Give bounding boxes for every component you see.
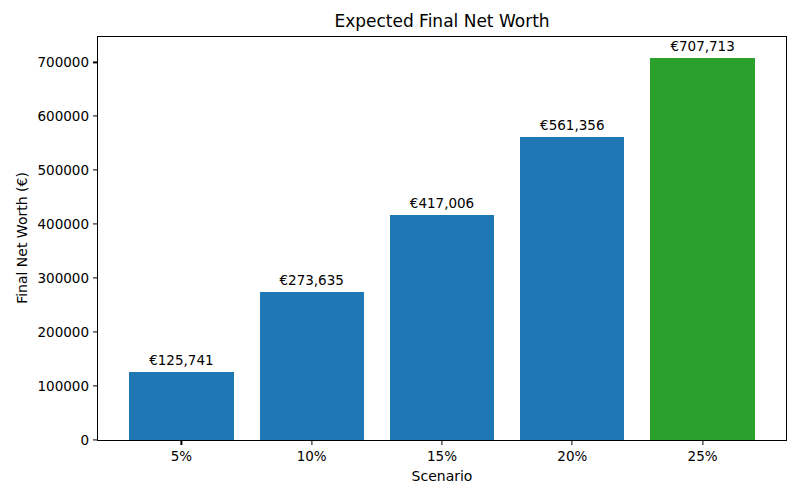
x-tick-mark [441,440,442,445]
x-tick-label: 20% [557,448,587,464]
y-tick-label: 700000 [37,54,89,70]
y-tick-mark [93,62,98,63]
y-tick-mark [93,439,98,440]
y-axis-label: Final Net Worth (€) [14,172,30,304]
bar-20pct [520,137,624,440]
y-tick-mark [93,385,98,386]
x-tick-mark [572,440,573,445]
x-axis-label: Scenario [97,468,787,484]
y-tick-label: 100000 [37,378,89,394]
y-tick-mark [93,116,98,117]
x-tick-label: 5% [171,448,192,464]
plot-area: 0100000200000300000400000500000600000700… [97,36,787,441]
y-tick-mark [93,170,98,171]
bar-value-label: €417,006 [410,196,474,211]
y-tick-label: 500000 [37,162,89,178]
bar-25pct [650,58,754,440]
y-tick-label: 400000 [37,216,89,232]
x-tick-label: 10% [297,448,327,464]
y-tick-mark [93,332,98,333]
bar-value-label: €125,741 [149,353,213,368]
y-tick-label: 200000 [37,324,89,340]
bar-value-label: €273,635 [279,273,343,288]
x-tick-label: 15% [427,448,457,464]
x-tick-label: 25% [688,448,718,464]
y-tick-label: 600000 [37,108,89,124]
y-tick-mark [93,278,98,279]
y-tick-label: 0 [80,432,89,448]
x-tick-mark [311,440,312,445]
chart-title: Expected Final Net Worth [97,11,787,31]
bar-value-label: €561,356 [540,118,604,133]
bar-value-label: €707,713 [670,39,734,54]
bar-chart-figure: Expected Final Net Worth Final Net Worth… [0,0,800,500]
x-tick-mark [181,440,182,445]
bar-5pct [129,372,233,440]
y-tick-label: 300000 [37,270,89,286]
bar-10pct [260,292,364,440]
y-tick-mark [93,224,98,225]
x-tick-mark [702,440,703,445]
bar-15pct [390,215,494,440]
